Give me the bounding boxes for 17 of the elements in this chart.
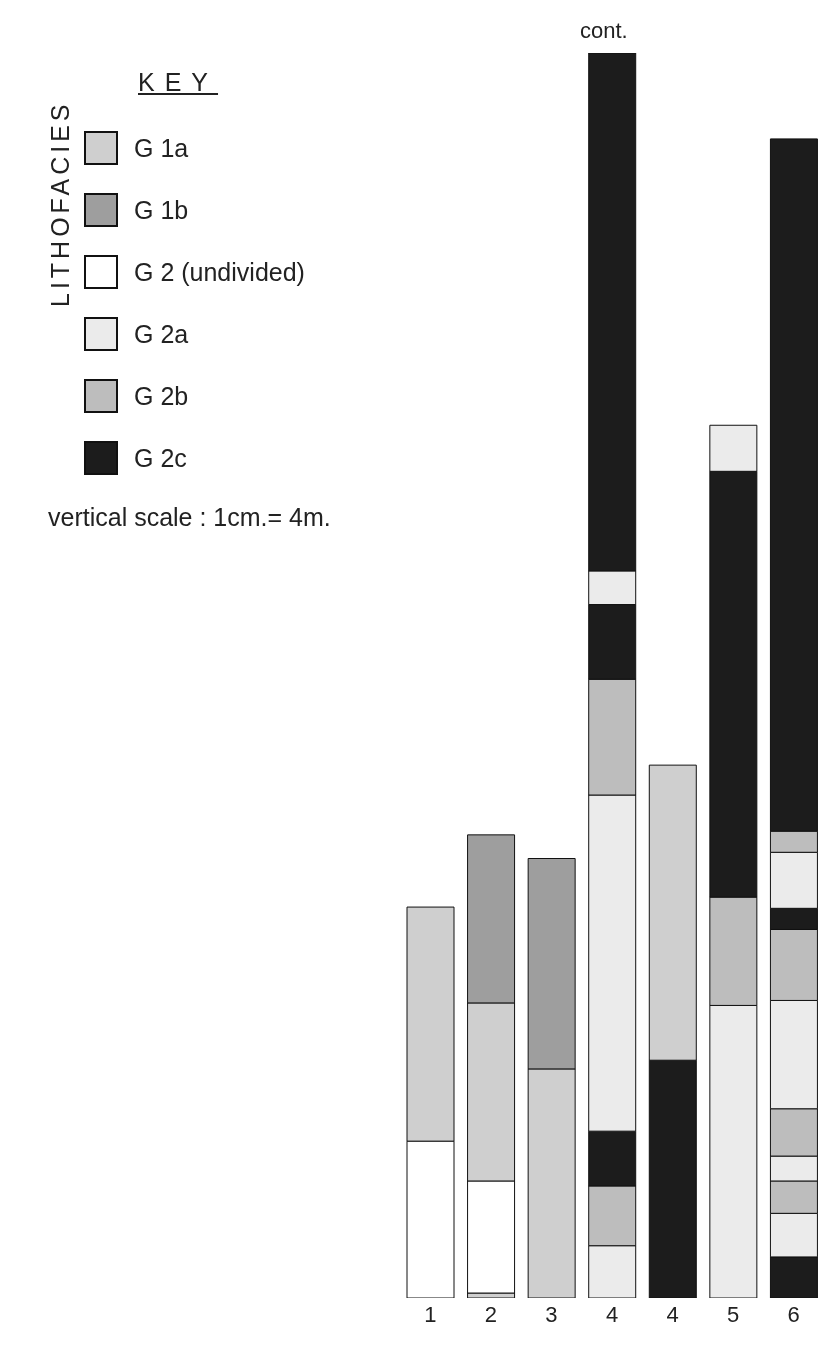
x-tick-label: 1 <box>424 1301 437 1327</box>
x-tick-label: 6 <box>787 1301 800 1327</box>
x-tick-label: 4 <box>666 1301 679 1327</box>
legend-label: G 1a <box>134 133 189 163</box>
x-tick-label: 4 <box>605 1301 619 1327</box>
legend-label: G 2b <box>134 381 189 411</box>
legend-label: G 2c <box>134 443 187 473</box>
legend-label: G 1b <box>134 195 189 225</box>
text: LITHOFACIES <box>46 100 75 307</box>
x-tick-label: 2 <box>484 1301 497 1327</box>
text: cont. <box>580 18 628 44</box>
x-tick-label: 5 <box>727 1301 740 1327</box>
legend-title: KEY <box>138 68 220 97</box>
legend-label: G 2 (undivided) <box>134 257 305 287</box>
legend-label: G 2a <box>134 319 189 349</box>
x-tick-label: 3 <box>545 1301 558 1327</box>
text: vertical scale : 1cm.= 4m. <box>48 503 331 532</box>
